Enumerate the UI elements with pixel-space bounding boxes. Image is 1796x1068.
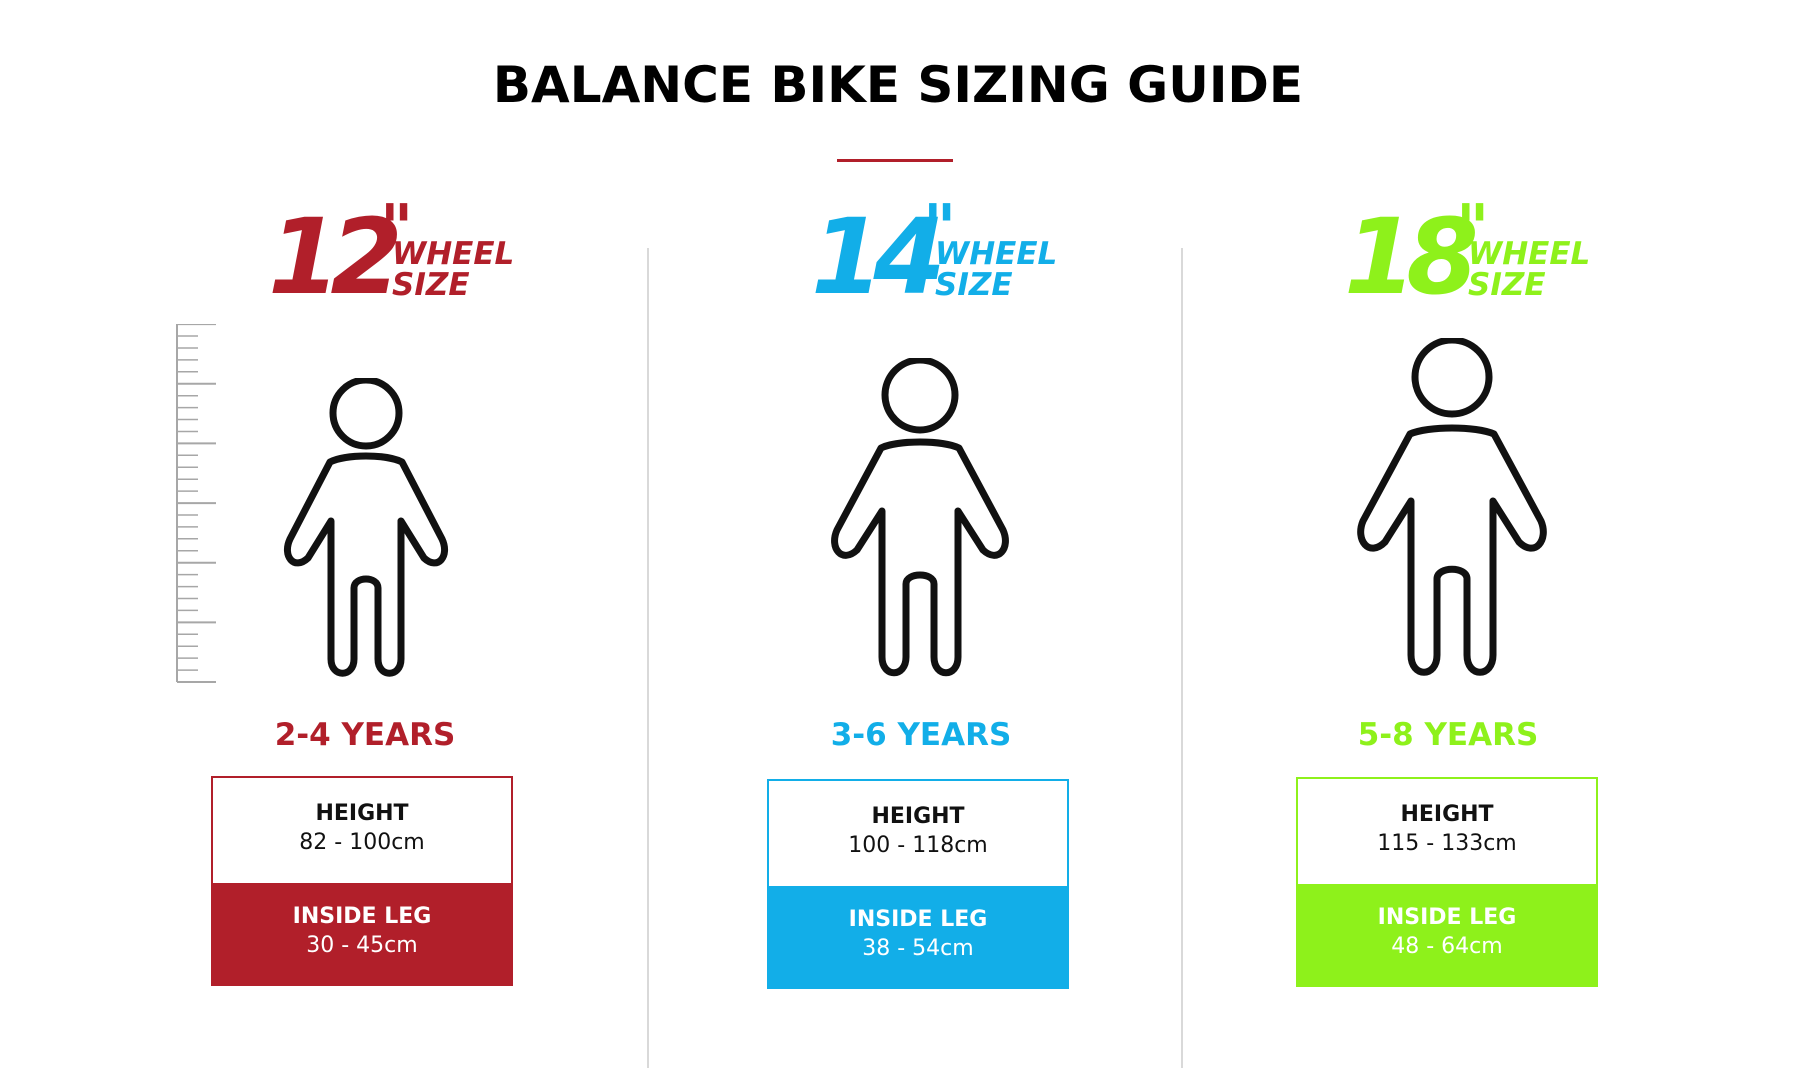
height-label: HEIGHT <box>315 801 409 826</box>
column-divider-right <box>1181 248 1183 1068</box>
size-word: SIZE <box>392 267 470 303</box>
wheel-size-label: WHEEL SIZE <box>392 239 514 301</box>
inside-leg-section: INSIDE LEG 30 - 45cm <box>213 883 511 986</box>
size-info-box: HEIGHT 82 - 100cm INSIDE LEG 30 - 45cm <box>211 776 513 986</box>
wheel-size-label: WHEEL SIZE <box>1468 239 1590 301</box>
inch-mark: " <box>923 192 957 266</box>
wheel-number: 14 <box>811 196 946 318</box>
inside-leg-value: 48 - 64cm <box>1391 934 1503 959</box>
height-label: HEIGHT <box>871 804 965 829</box>
height-section: HEIGHT 100 - 118cm <box>769 781 1067 886</box>
child-figure-icon <box>283 378 449 677</box>
wheel-word: WHEEL <box>392 236 515 272</box>
age-range: 5-8 YEARS <box>1357 717 1539 753</box>
wheel-size-heading: 18 " WHEEL SIZE <box>1344 196 1704 318</box>
size-info-box: HEIGHT 100 - 118cm INSIDE LEG 38 - 54cm <box>767 779 1069 989</box>
wheel-size-label: WHEEL SIZE <box>935 239 1057 301</box>
wheel-word: WHEEL <box>935 236 1058 272</box>
size-info-box: HEIGHT 115 - 133cm INSIDE LEG 48 - 64cm <box>1296 777 1598 987</box>
inch-mark: " <box>1456 192 1490 266</box>
wheel-size-heading: 12 " WHEEL SIZE <box>268 196 628 318</box>
size-column-14: 14 " WHEEL SIZE 3-6 YEARS HEIGHT 100 - 1… <box>711 0 1271 1064</box>
height-value: 100 - 118cm <box>848 833 988 858</box>
height-value: 115 - 133cm <box>1377 831 1517 856</box>
size-word: SIZE <box>935 267 1013 303</box>
height-section: HEIGHT 115 - 133cm <box>1298 779 1596 884</box>
child-figure-icon <box>1357 338 1547 676</box>
inside-leg-value: 30 - 45cm <box>306 933 418 958</box>
height-section: HEIGHT 82 - 100cm <box>213 778 511 883</box>
height-ruler-icon <box>176 324 216 683</box>
size-column-12: 12 " WHEEL SIZE 2-4 YEARS HEIGHT 82 - 10… <box>160 0 720 1064</box>
inside-leg-label: INSIDE LEG <box>292 904 432 929</box>
inside-leg-label: INSIDE LEG <box>848 907 988 932</box>
page-title: BALANCE BIKE SIZING GUIDE <box>492 56 1304 114</box>
age-range: 3-6 YEARS <box>830 717 1012 753</box>
wheel-word: WHEEL <box>1468 236 1591 272</box>
wheel-number: 18 <box>1344 196 1479 318</box>
wheel-size-heading: 14 " WHEEL SIZE <box>811 196 1171 318</box>
inside-leg-label: INSIDE LEG <box>1377 905 1517 930</box>
title-divider <box>837 159 953 162</box>
wheel-number: 12 <box>268 196 403 318</box>
height-value: 82 - 100cm <box>299 830 425 855</box>
age-range: 2-4 YEARS <box>274 717 456 753</box>
inside-leg-value: 38 - 54cm <box>862 936 974 961</box>
size-column-18: 18 " WHEEL SIZE 5-8 YEARS HEIGHT 115 - 1… <box>1244 0 1796 1064</box>
column-divider-left <box>647 248 649 1068</box>
inside-leg-section: INSIDE LEG 48 - 64cm <box>1298 884 1596 987</box>
child-figure-icon <box>831 358 1009 677</box>
inch-mark: " <box>380 192 414 266</box>
inside-leg-section: INSIDE LEG 38 - 54cm <box>769 886 1067 989</box>
size-word: SIZE <box>1468 267 1546 303</box>
height-label: HEIGHT <box>1400 802 1494 827</box>
